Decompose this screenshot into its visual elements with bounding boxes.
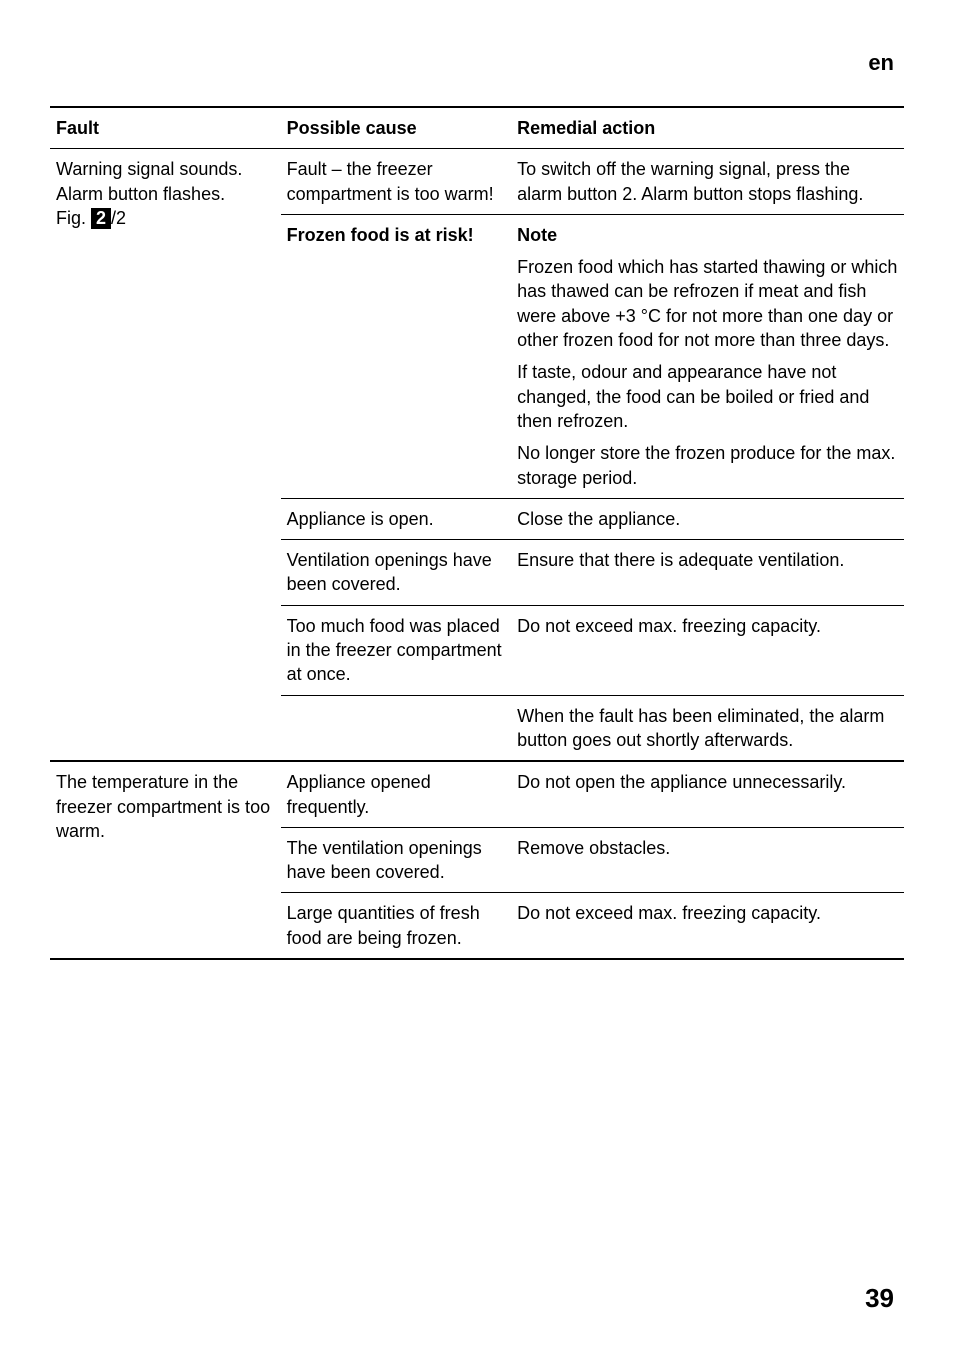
fig-box: 2 <box>91 208 111 230</box>
action-cell: To switch off the warning signal, press … <box>511 149 904 215</box>
cause-cell: Frozen food is at risk! <box>281 214 512 498</box>
cause-cell: Too much food was placed in the freezer … <box>281 605 512 695</box>
cause-cell: Ventilation openings have been covered. <box>281 540 512 606</box>
cause-cell: Fault – the freezer compartment is too w… <box>281 149 512 215</box>
cause-cell <box>281 695 512 761</box>
action-cell: Do not exceed max. freezing capacity. <box>511 605 904 695</box>
action-cell: Do not exceed max. freezing capacity. <box>511 893 904 959</box>
cause-cell: The ventilation openings have been cover… <box>281 827 512 893</box>
fault-line2: Alarm button flashes. <box>56 184 225 204</box>
fig-prefix: Fig. <box>56 208 91 228</box>
page-number: 39 <box>865 1283 894 1314</box>
troubleshooting-table: Fault Possible cause Remedial action War… <box>50 106 904 960</box>
cause-cell: Large quantities of fresh food are being… <box>281 893 512 959</box>
action-cell: Remove obstacles. <box>511 827 904 893</box>
fault-line1: Warning signal sounds. <box>56 159 242 179</box>
fig-suffix: /2 <box>111 208 126 228</box>
action-note-heading: Note <box>517 223 898 247</box>
action-cell: When the fault has been eliminated, the … <box>511 695 904 761</box>
action-cell: Note Frozen food which has started thawi… <box>511 214 904 498</box>
cause-cell: Appliance is open. <box>281 498 512 539</box>
header-cause: Possible cause <box>281 107 512 149</box>
language-indicator: en <box>50 50 904 76</box>
action-para: If taste, odour and appearance have not … <box>517 360 898 433</box>
action-cell: Do not open the appliance unnecessarily. <box>511 761 904 827</box>
action-cell: Ensure that there is adequate ventilatio… <box>511 540 904 606</box>
fault-cell: Warning signal sounds. Alarm button flas… <box>50 149 281 761</box>
action-para: Frozen food which has started thawing or… <box>517 255 898 352</box>
header-fault: Fault <box>50 107 281 149</box>
action-cell: Close the appliance. <box>511 498 904 539</box>
header-action: Remedial action <box>511 107 904 149</box>
cause-cell: Appliance opened frequently. <box>281 761 512 827</box>
action-para: No longer store the frozen produce for t… <box>517 441 898 490</box>
cause-bold: Frozen food is at risk! <box>287 225 474 245</box>
fault-cell: The temperature in the freezer compartme… <box>50 761 281 959</box>
